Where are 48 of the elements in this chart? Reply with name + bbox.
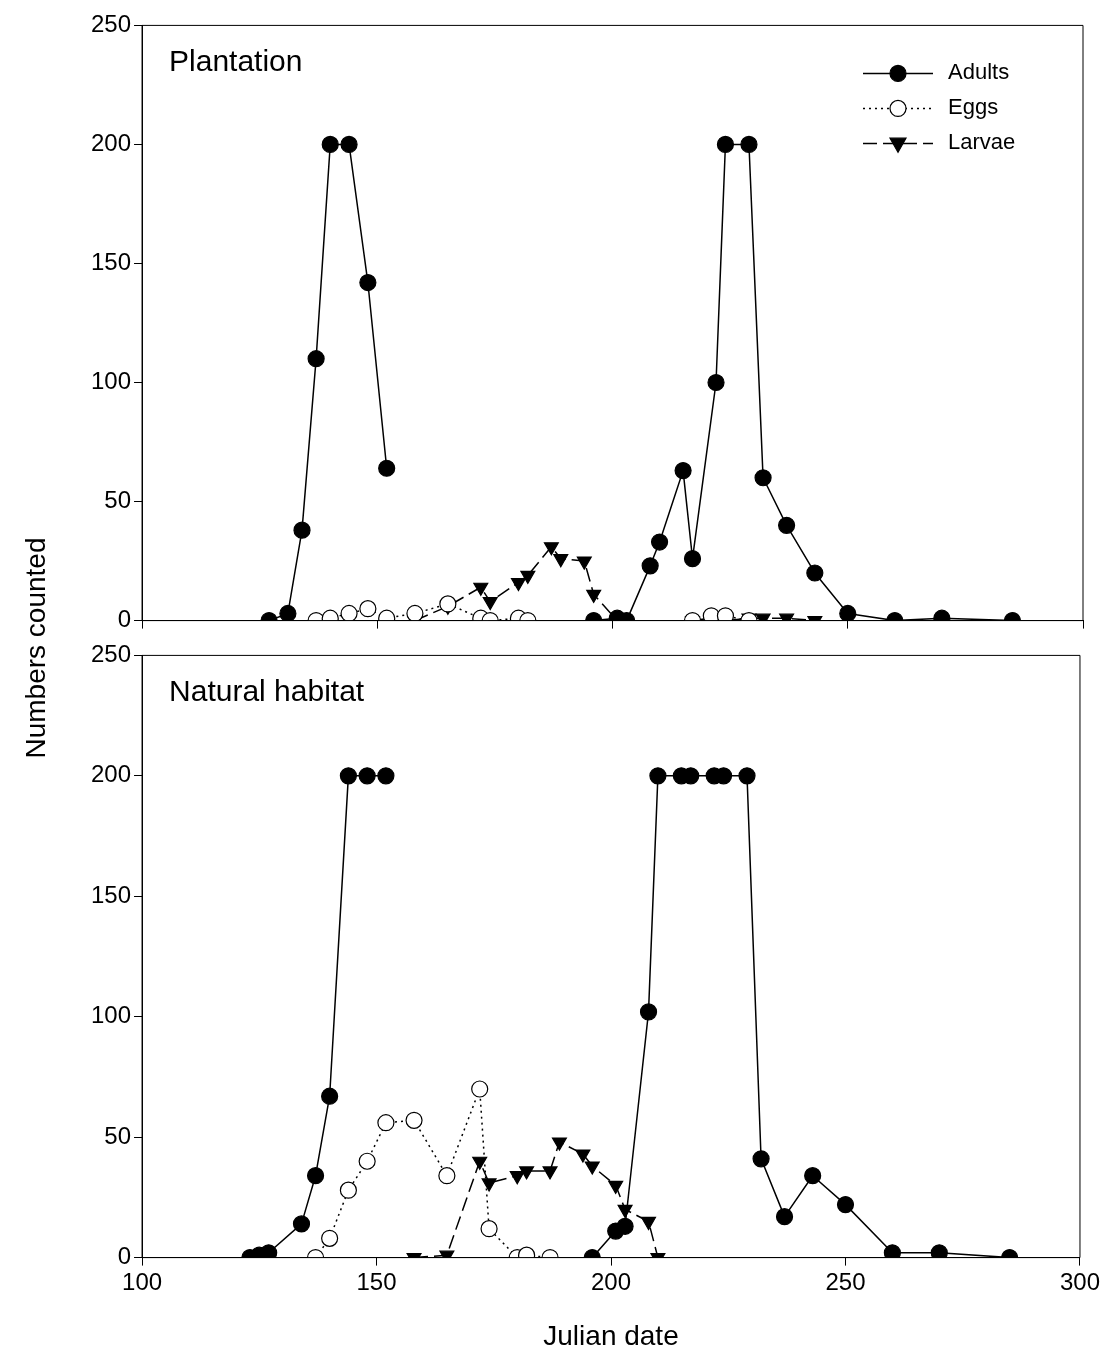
point — [321, 1229, 339, 1247]
point — [306, 1167, 325, 1185]
point — [883, 1244, 901, 1258]
point — [752, 1150, 770, 1168]
legend-label: Adults — [948, 59, 1010, 85]
point — [804, 1167, 822, 1185]
y-tick-label: 200 — [91, 760, 132, 788]
legend-label: Larvae — [948, 129, 1016, 155]
point — [616, 1217, 634, 1235]
x-axis-title: Julian date — [543, 1319, 679, 1351]
text: Plantation — [169, 43, 303, 77]
point — [930, 1244, 948, 1258]
y-tick-label: 100 — [91, 1001, 132, 1029]
point — [377, 1114, 395, 1132]
y-tick-label: 150 — [91, 880, 132, 908]
y-tick-label: 50 — [104, 486, 132, 514]
point — [471, 1080, 489, 1098]
point — [321, 1087, 339, 1105]
point — [649, 767, 667, 785]
text: Natural habitat — [169, 673, 365, 707]
y-tick-label: 250 — [91, 10, 132, 38]
point — [775, 1208, 794, 1226]
x-tick-label: 300 — [1059, 1267, 1100, 1295]
point — [292, 1215, 311, 1233]
point — [377, 767, 395, 785]
x-tick-label: 250 — [825, 1267, 866, 1295]
point — [738, 767, 756, 785]
point — [358, 1152, 376, 1170]
y-tick-label: 50 — [104, 1121, 132, 1149]
y-tick-label: 100 — [91, 367, 132, 395]
point — [405, 1111, 423, 1129]
point — [339, 1181, 357, 1199]
point — [339, 767, 357, 785]
x-tick-label: 150 — [356, 1267, 397, 1295]
y-tick-label: 250 — [91, 640, 132, 668]
legend-label: Eggs — [948, 94, 999, 120]
x-tick-label: 200 — [590, 1267, 632, 1295]
point — [639, 1003, 658, 1021]
point — [480, 1220, 498, 1238]
point — [260, 1244, 278, 1258]
y-tick-label: 0 — [117, 1242, 132, 1270]
point — [438, 1167, 456, 1185]
point — [358, 767, 376, 785]
y-tick-label: 150 — [91, 248, 132, 276]
y-tick-label: 200 — [91, 129, 132, 157]
y-tick-label: 0 — [117, 605, 132, 633]
y-axis-title: Numbers counted — [20, 537, 52, 759]
point — [836, 1196, 855, 1214]
